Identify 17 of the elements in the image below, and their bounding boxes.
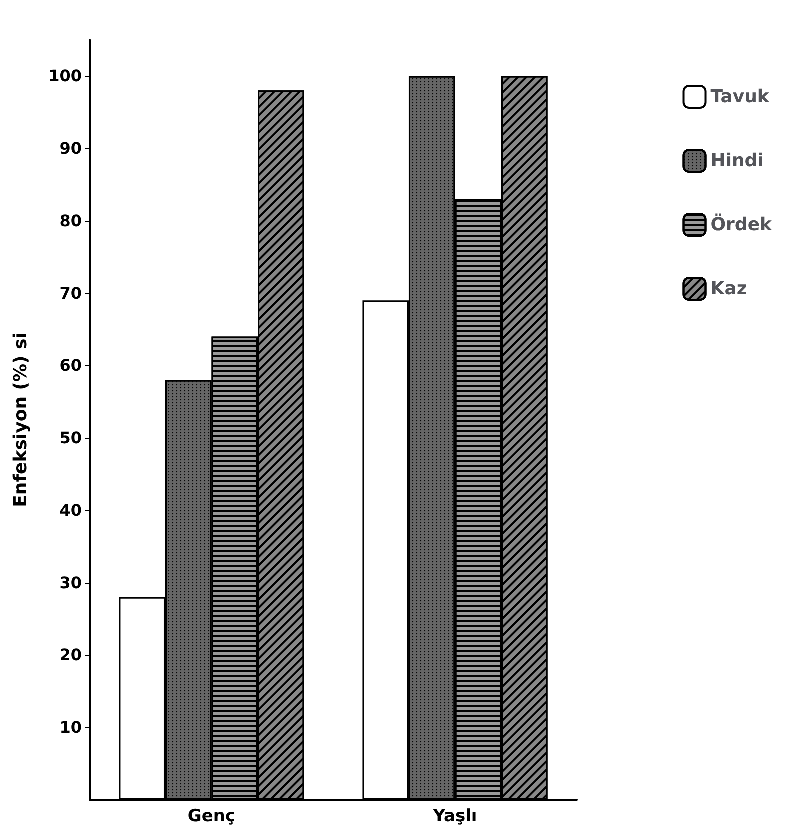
y-tick-label: 50 [60, 428, 82, 448]
y-tick-label: 20 [60, 646, 82, 665]
x-tick-label: Genç [188, 806, 236, 826]
y-tick-label: 40 [60, 500, 82, 520]
legend-label: Hindi [710, 150, 764, 172]
x-tick-label: Yaşlı [432, 806, 478, 826]
y-tick-label: 90 [60, 139, 82, 158]
legend-label: Kaz [710, 278, 748, 300]
legend-label: Ördek [710, 214, 774, 236]
y-tick-label: 80 [60, 211, 82, 230]
y-tick-label: 10 [60, 718, 82, 738]
y-tick-label: 30 [60, 573, 82, 592]
y-tick-label: 60 [60, 356, 82, 376]
y-axis-title: Enfeksiyon (%) si [10, 332, 32, 508]
y-tick-label: 70 [60, 284, 82, 303]
y-tick-label: 100 [48, 66, 82, 86]
legend-label: Tavuk [710, 86, 770, 108]
